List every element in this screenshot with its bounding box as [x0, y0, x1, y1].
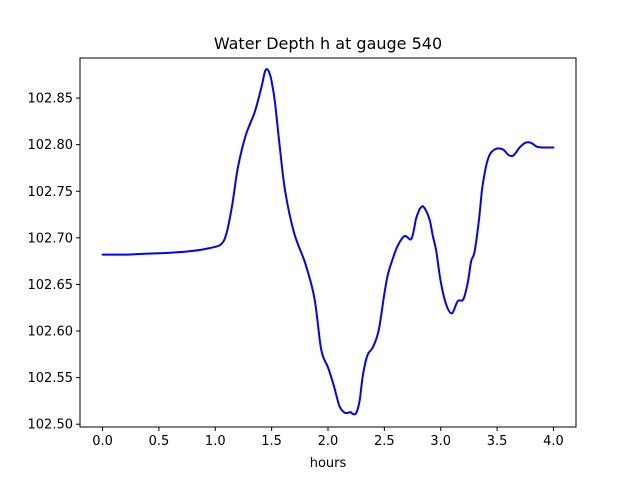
x-tick-label: 4.0 [543, 434, 564, 449]
y-tick-label: 102.80 [28, 138, 74, 153]
x-tick-label: 2.0 [318, 434, 339, 449]
x-tick-label: 3.5 [487, 434, 508, 449]
y-tick-label: 102.85 [28, 92, 74, 107]
y-tick-label: 102.60 [28, 325, 74, 340]
chart-title: Water Depth h at gauge 540 [214, 34, 442, 53]
y-tick-label: 102.65 [28, 278, 74, 293]
y-tick-label: 102.75 [28, 185, 74, 200]
plot-frame [79, 57, 577, 428]
x-tick-label: 3.0 [430, 434, 451, 449]
x-tick-label: 0.0 [92, 434, 113, 449]
x-tick-label: 1.5 [261, 434, 282, 449]
x-axis-label: hours [310, 456, 347, 471]
y-tick-label: 102.70 [28, 231, 74, 246]
y-tick-label: 102.55 [28, 371, 74, 386]
x-tick-label: 1.0 [205, 434, 226, 449]
x-tick-label: 0.5 [149, 434, 170, 449]
x-tick-label: 2.5 [374, 434, 395, 449]
y-tick-label: 102.50 [28, 418, 74, 433]
series-line-0 [101, 68, 555, 416]
